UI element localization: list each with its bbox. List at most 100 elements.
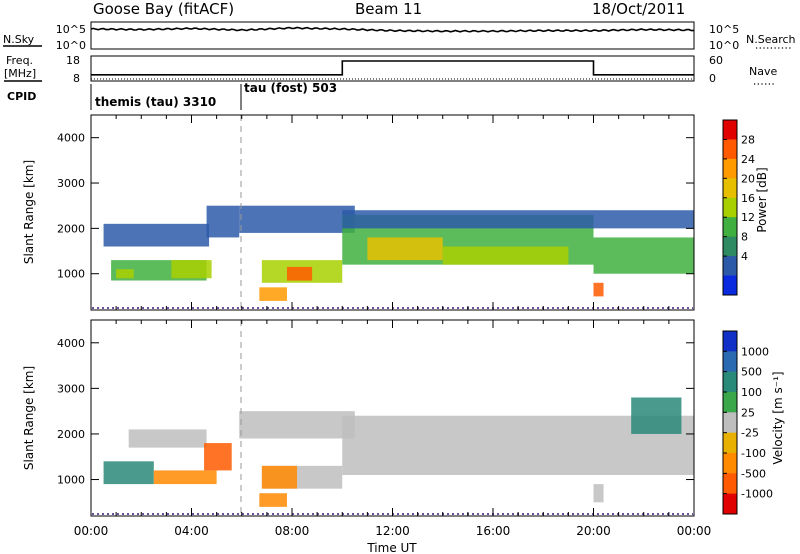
freq-right-tick-top: 60: [709, 54, 723, 67]
velocity-colorbar-swatch: [723, 331, 737, 352]
time-tick-label: 00:00: [74, 524, 109, 538]
freq-left-tick-top: 18: [66, 54, 80, 67]
velocity-echo-region: [204, 443, 232, 471]
velocity-y-tick-label: 1000: [57, 474, 85, 487]
freq-left-label-line2: [MHz]: [4, 67, 36, 80]
beam-title: Beam 11: [355, 0, 422, 18]
power-colorbar-tick-label: 4: [741, 250, 748, 263]
velocity-echo-region: [239, 411, 355, 439]
power-echo-region: [116, 269, 134, 279]
velocity-y-tick-label: 3000: [57, 382, 85, 395]
time-tick-label: 12:00: [375, 524, 410, 538]
power-y-tick-label: 2000: [57, 222, 85, 235]
velocity-y-axis-label: Slant Range [km]: [22, 366, 36, 470]
velocity-colorbar-tick-label: 1000: [741, 345, 769, 358]
cpid-mode-1: themis (tau) 3310: [95, 95, 216, 109]
velocity-colorbar-tick-label: -25: [741, 427, 759, 440]
time-tick-label: 08:00: [275, 524, 310, 538]
power-echo-region: [593, 282, 604, 297]
velocity-colorbar-label: Velocity [m s⁻¹]: [771, 371, 785, 464]
velocity-colorbar-tick-label: -500: [741, 467, 766, 480]
noise-left-tick-top: 10^5: [56, 23, 86, 36]
velocity-echo-region: [103, 461, 154, 485]
power-echo-region: [171, 260, 212, 279]
power-echo-region: [206, 205, 240, 238]
noise-right-label: N.Search: [746, 33, 796, 46]
velocity-echo-region: [631, 397, 682, 434]
velocity-echo-region: [128, 429, 207, 448]
power-y-tick-label: 1000: [57, 268, 85, 281]
time-tick-label: 00:00: [677, 524, 712, 538]
power-echo-region: [367, 237, 443, 261]
time-axis-label: Time UT: [366, 541, 417, 554]
velocity-colorbar-tick-label: 500: [741, 366, 762, 379]
power-colorbar-tick-label: 12: [741, 211, 755, 224]
velocity-echo-region: [259, 493, 287, 507]
noise-left-tick-bottom: 10^0: [56, 39, 86, 52]
freq-right-tick-bottom: 0: [709, 72, 716, 85]
noise-right-tick-bottom: 10^0: [709, 39, 739, 52]
velocity-colorbar-tick-label: -100: [741, 447, 766, 460]
time-x-ticks: 00:00 04:00 08:00 12:00 16:00 20:00 00:00: [74, 524, 712, 538]
velocity-colorbar-swatch: [723, 392, 737, 413]
power-colorbar-swatch: [723, 197, 737, 218]
power-colorbar-swatch: [723, 178, 737, 199]
velocity-colorbar-swatch: [723, 351, 737, 373]
velocity-colorbar-swatch: [723, 453, 737, 474]
velocity-echo-region: [261, 465, 298, 489]
velocity-y-ticks: 4000 3000 2000 1000: [57, 320, 695, 516]
velocity-colorbar-swatch: [723, 473, 737, 495]
power-y-tick-label: 3000: [57, 177, 85, 190]
power-colorbar-swatch: [723, 256, 737, 277]
power-echo-region: [593, 237, 694, 274]
power-y-ticks: 4000 3000 2000 1000: [57, 115, 695, 310]
noise-panel-frame: [90, 21, 695, 50]
velocity-colorbar-swatch: [723, 493, 737, 515]
noise-left-label: N.Sky: [3, 33, 35, 46]
velocity-colorbar-swatch: [723, 412, 737, 434]
velocity-colorbar: 1000 500 100 25 -25 -100 -500 -1000: [722, 330, 773, 515]
velocity-y-tick-label: 4000: [57, 337, 85, 350]
power-heatmap: [92, 205, 694, 309]
noise-sky-line: [90, 26, 695, 33]
power-colorbar-swatch: [723, 236, 737, 257]
date-title: 18/Oct/2011: [592, 0, 685, 18]
velocity-colorbar-frame: [722, 330, 738, 515]
freq-left-tick-bottom: 8: [73, 72, 80, 85]
velocity-heatmap: [92, 397, 694, 515]
velocity-colorbar-tick-label: -1000: [741, 488, 773, 501]
time-tick-label: 16:00: [476, 524, 511, 538]
velocity-colorbar-swatch: [723, 432, 737, 454]
power-colorbar-swatch: [723, 217, 737, 238]
cpid-mode-2: tau (fost) 503: [244, 81, 337, 95]
velocity-y-tick-label: 2000: [57, 428, 85, 441]
velocity-colorbar-tick-label: 25: [741, 406, 755, 419]
power-echo-region: [342, 210, 694, 229]
power-colorbar-tick-label: 28: [741, 133, 755, 146]
power-y-axis-label: Slant Range [km]: [22, 160, 36, 264]
velocity-colorbar-tick-label: 100: [741, 386, 762, 399]
power-colorbar-tick-label: 8: [741, 231, 748, 244]
freq-left-label-line1: Freq.: [6, 54, 33, 67]
freq-panel-frame: [90, 55, 695, 82]
station-title: Goose Bay (fitACF): [93, 0, 234, 18]
power-echo-region: [239, 205, 355, 233]
power-colorbar-swatch: [723, 139, 737, 160]
power-echo-region: [103, 223, 210, 247]
velocity-colorbar-swatch: [723, 371, 737, 393]
noise-right-tick-top: 10^5: [709, 23, 739, 36]
frequency-line: [91, 60, 694, 76]
time-tick-label: 20:00: [576, 524, 611, 538]
power-echo-region: [259, 287, 287, 301]
power-colorbar: 28 24 20 16 12 8 4: [722, 119, 755, 296]
power-echo-region: [442, 246, 569, 265]
power-colorbar-tick-label: 16: [741, 192, 755, 205]
power-colorbar-swatch: [723, 275, 737, 296]
power-colorbar-swatch: [723, 158, 737, 179]
time-tick-label: 04:00: [174, 524, 209, 538]
power-y-tick-label: 4000: [57, 132, 85, 145]
cpid-label: CPID: [7, 90, 36, 103]
power-colorbar-swatch: [723, 120, 737, 140]
velocity-echo-region: [153, 470, 217, 485]
power-colorbar-tick-label: 24: [741, 153, 755, 166]
